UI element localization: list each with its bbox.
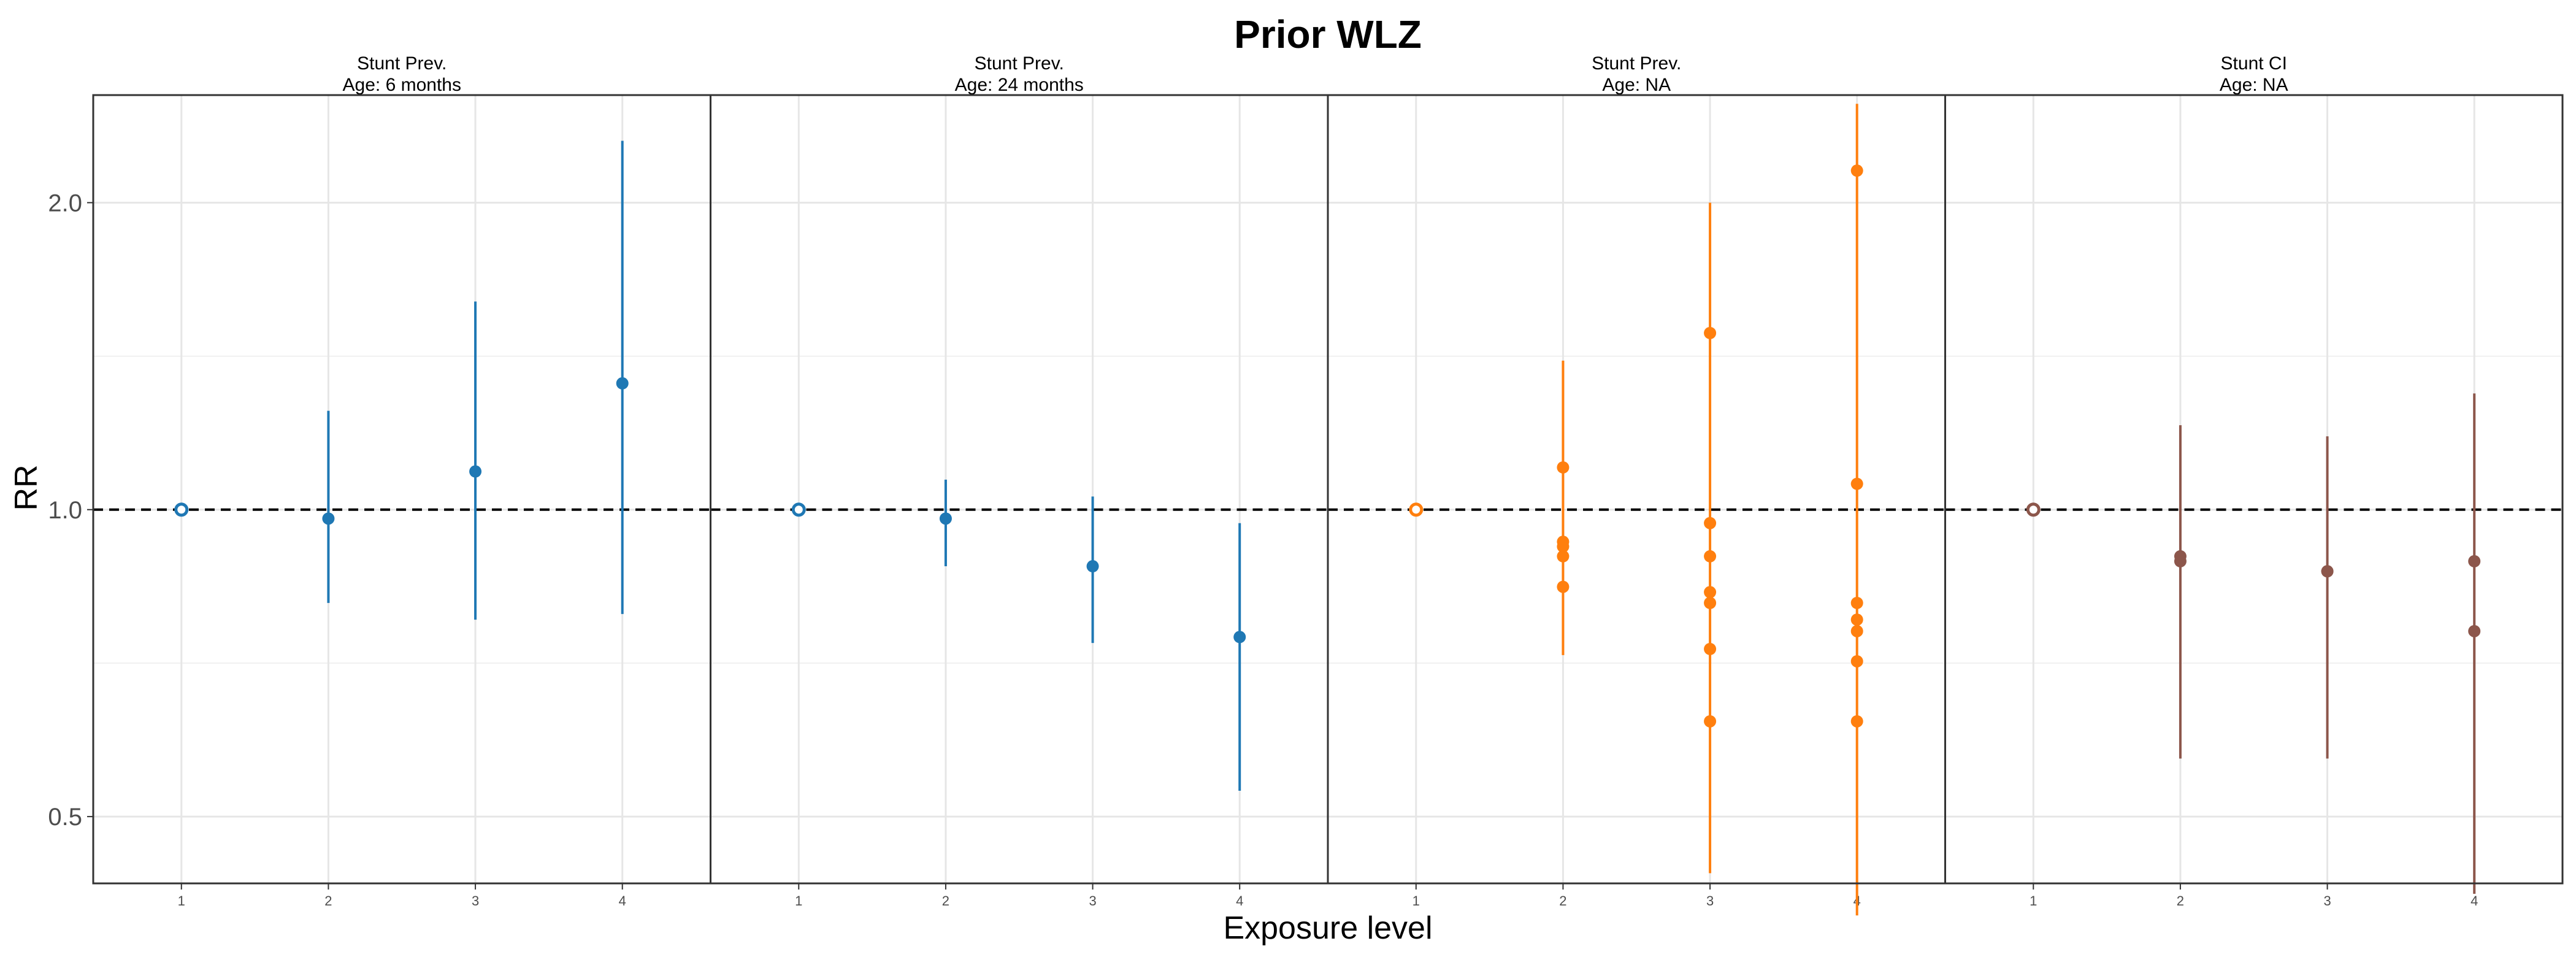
reference-point — [2026, 502, 2041, 517]
data-point — [1704, 326, 1717, 339]
x-tick-label: 4 — [619, 893, 626, 909]
x-tick-label: 1 — [2030, 893, 2037, 909]
y-axis-label: RR — [9, 464, 44, 510]
data-point — [1557, 540, 1570, 553]
data-point — [1557, 580, 1570, 593]
x-tick-label: 1 — [1413, 893, 1420, 909]
data-point — [1850, 625, 1863, 637]
x-tick-label: 1 — [178, 893, 185, 909]
facet-strip-line2: Age: NA — [1602, 75, 1671, 95]
x-tick-label: 3 — [1706, 893, 1714, 909]
x-tick-label: 4 — [1236, 893, 1243, 909]
data-point — [1850, 164, 1863, 177]
data-point — [322, 512, 335, 525]
x-tick-label: 4 — [2471, 893, 2478, 909]
reference-point — [174, 502, 189, 517]
x-tick-label: 3 — [1089, 893, 1096, 909]
x-tick-label: 3 — [2323, 893, 2331, 909]
reference-point — [1409, 502, 1424, 517]
x-axis-label: Exposure level — [1223, 910, 1432, 946]
reference-point — [791, 502, 806, 517]
y-tick-label: 1.0 — [48, 497, 82, 524]
data-point — [1086, 560, 1099, 573]
facet-strip-line2: Age: 24 months — [955, 75, 1084, 95]
y-tick-label: 2.0 — [48, 190, 82, 217]
x-tick-label: 2 — [942, 893, 949, 909]
panel-border — [1944, 94, 2564, 885]
facet-panel: Stunt Prev.Age: 6 months 1 2 3 4 — [92, 53, 711, 909]
data-point — [2174, 555, 2187, 567]
facet-strip-line2: Age: NA — [2220, 75, 2288, 95]
data-point — [1850, 655, 1863, 667]
data-point — [1704, 517, 1717, 529]
data-point — [1704, 715, 1717, 728]
data-point — [1704, 596, 1717, 609]
data-point — [1850, 477, 1863, 490]
data-point — [1704, 550, 1717, 563]
data-point — [1850, 613, 1863, 626]
facet-strip-line1: Stunt Prev. — [357, 53, 447, 74]
facet-strip-line1: Stunt Prev. — [975, 53, 1064, 74]
data-point — [1704, 642, 1717, 655]
data-point — [1704, 586, 1717, 599]
chart-title: Prior WLZ — [1234, 12, 1422, 56]
data-point — [469, 465, 482, 478]
data-point — [2468, 625, 2481, 637]
data-point — [1557, 550, 1570, 563]
data-point — [2321, 565, 2334, 578]
y-tick-label: 0.5 — [48, 804, 82, 831]
data-point — [616, 377, 629, 390]
data-point — [1850, 715, 1863, 728]
x-tick-label: 2 — [324, 893, 332, 909]
x-tick-label: 1 — [795, 893, 802, 909]
y-axis: 0.5 1.0 2.0 — [48, 190, 93, 831]
facet-strip-line1: Stunt CI — [2221, 53, 2287, 74]
data-point — [939, 512, 952, 525]
data-point — [1233, 631, 1246, 644]
facet-strip-line1: Stunt Prev. — [1592, 53, 1681, 74]
facet-strip-line2: Age: 6 months — [343, 75, 461, 95]
x-tick-label: 2 — [1559, 893, 1566, 909]
x-tick-label: 2 — [2177, 893, 2184, 909]
data-point — [1850, 596, 1863, 609]
data-point — [2468, 555, 2481, 567]
x-tick-label: 3 — [472, 893, 479, 909]
data-point — [1557, 461, 1570, 474]
